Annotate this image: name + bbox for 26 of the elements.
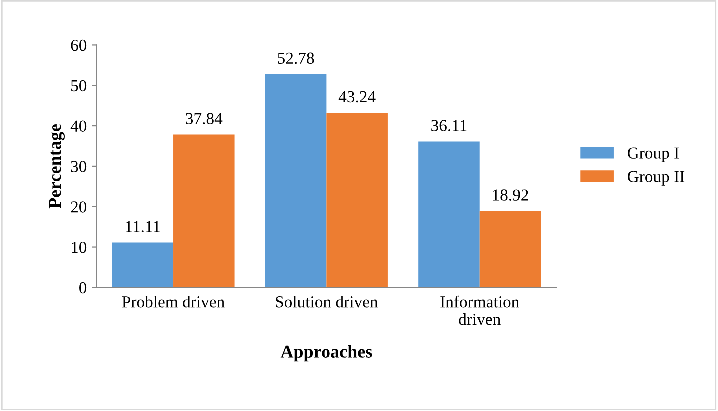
data-label: 18.92 — [493, 190, 528, 201]
bar — [112, 242, 174, 288]
y-tick-label: 60 — [71, 40, 87, 52]
x-tick-label: Solution driven — [276, 296, 378, 308]
bar — [480, 211, 542, 288]
y-tick-label: 50 — [72, 80, 87, 92]
y-tick-label: 0 — [80, 282, 87, 294]
data-label: 11.11 — [126, 221, 160, 233]
y-tick-label: 30 — [71, 161, 87, 172]
bar — [174, 134, 235, 288]
x-tick-label: Information driven — [440, 296, 520, 326]
bar — [326, 112, 388, 288]
legend-label: Group II — [628, 171, 685, 186]
data-label: 43.24 — [338, 91, 376, 103]
bar — [418, 142, 480, 288]
data-label: 52.78 — [278, 52, 314, 64]
y-tick-label: 20 — [71, 202, 87, 213]
x-axis-title: Approaches — [280, 345, 372, 362]
y-tick-label: 10 — [72, 242, 87, 254]
legend-label: Group I — [628, 148, 680, 162]
y-tick-label: 40 — [70, 120, 87, 132]
bar — [265, 74, 327, 288]
y-axis-title: Percentage — [49, 124, 65, 209]
data-label: 37.84 — [186, 113, 223, 125]
x-tick-label: Problem driven — [122, 296, 225, 308]
data-label: 36.11 — [432, 120, 467, 132]
